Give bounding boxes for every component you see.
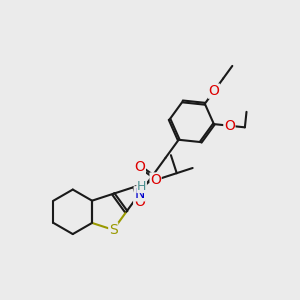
Text: O: O bbox=[134, 160, 145, 174]
Text: O: O bbox=[224, 119, 235, 133]
Text: O: O bbox=[134, 195, 145, 209]
Text: S: S bbox=[109, 223, 118, 237]
Text: O: O bbox=[150, 173, 161, 187]
Text: H: H bbox=[137, 179, 146, 193]
Text: N: N bbox=[134, 187, 145, 201]
Text: O: O bbox=[208, 84, 219, 98]
